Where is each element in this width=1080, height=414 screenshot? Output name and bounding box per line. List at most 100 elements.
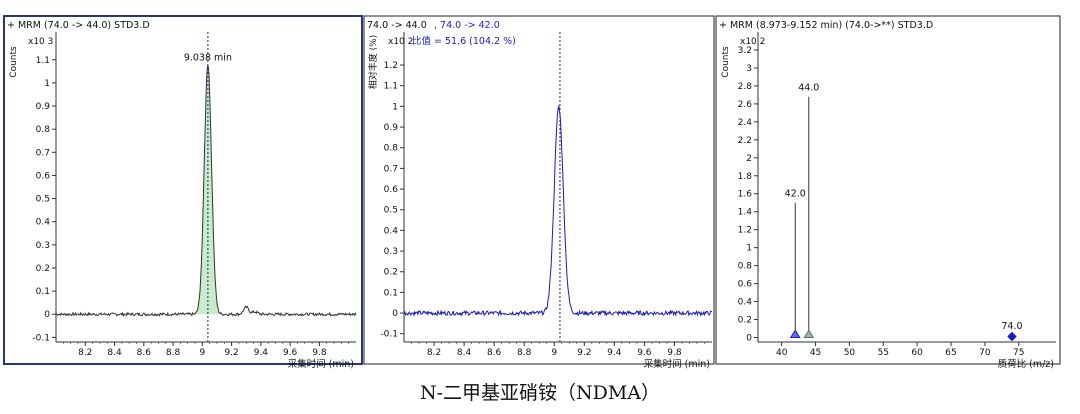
y-tick-label: 0 bbox=[392, 309, 398, 319]
y-tick-label: 1.8 bbox=[738, 172, 753, 182]
y-tick-label: 0.6 bbox=[36, 171, 51, 181]
y-tick-label: 0.3 bbox=[384, 247, 398, 257]
x-tick-label: 45 bbox=[810, 348, 821, 358]
y-tick-label: 0 bbox=[746, 334, 752, 344]
y-tick-label: 0.9 bbox=[36, 102, 51, 112]
y-multiplier: x10 3 bbox=[28, 37, 53, 47]
y-tick-label: 0.7 bbox=[36, 148, 50, 158]
y-tick-label: 0.3 bbox=[36, 241, 50, 251]
y-tick-label: 0.4 bbox=[384, 226, 399, 236]
bar-label: 42.0 bbox=[785, 189, 806, 200]
ion-triangle-marker bbox=[803, 329, 815, 339]
x-tick-label: 50 bbox=[844, 348, 856, 358]
y-tick-label: -0.1 bbox=[380, 330, 398, 340]
x-tick-label: 8.6 bbox=[487, 348, 502, 358]
y-tick-label: 0.1 bbox=[36, 287, 50, 297]
y-tick-label: 3 bbox=[746, 64, 752, 74]
y-tick-label: 0.9 bbox=[384, 123, 399, 133]
y-tick-label: 0.8 bbox=[384, 144, 399, 154]
y-tick-label: 0.5 bbox=[384, 206, 398, 216]
bar-label: 74.0 bbox=[1001, 321, 1022, 332]
y-tick-label: 0.7 bbox=[384, 164, 398, 174]
y-tick-label: 2.2 bbox=[738, 136, 752, 146]
x-axis-label: 质荷比 (m/z) bbox=[998, 358, 1054, 370]
x-tick-label: 8.4 bbox=[457, 348, 472, 358]
y-tick-label: 3.2 bbox=[738, 46, 752, 56]
y-tick-label: 0.2 bbox=[738, 316, 752, 326]
x-tick-label: 9 bbox=[199, 348, 205, 358]
chromatogram-trace bbox=[403, 105, 713, 317]
chromatogram-trace bbox=[55, 65, 357, 317]
panel-frame bbox=[715, 15, 1061, 365]
x-tick-label: 9.8 bbox=[667, 348, 682, 358]
y-tick-label: 2.4 bbox=[738, 118, 753, 128]
x-tick-label: 55 bbox=[878, 348, 889, 358]
x-tick-label: 8.8 bbox=[517, 348, 532, 358]
panel-header-primary: 74.0 -> 44.0 bbox=[367, 20, 427, 31]
y-tick-label: 2.6 bbox=[738, 100, 753, 110]
x-tick-label: 9.6 bbox=[637, 348, 652, 358]
bar-label: 44.0 bbox=[798, 83, 819, 94]
x-tick-label: 9.2 bbox=[224, 348, 238, 358]
y-multiplier: x10 2 bbox=[388, 37, 413, 47]
figure-caption: N-二甲基亚硝铵（NDMA） bbox=[419, 382, 661, 404]
x-tick-label: 65 bbox=[945, 348, 956, 358]
x-tick-label: 8.4 bbox=[107, 348, 122, 358]
y-tick-label: -0.1 bbox=[32, 333, 50, 343]
y-tick-label: 0.4 bbox=[738, 298, 753, 308]
x-tick-label: 9.2 bbox=[577, 348, 591, 358]
x-tick-label: 8.2 bbox=[427, 348, 441, 358]
peak-label: 9.038 min bbox=[184, 52, 232, 63]
x-tick-label: 9.4 bbox=[607, 348, 622, 358]
y-axis-label: Counts bbox=[9, 46, 19, 78]
x-axis-label: 采集时间 (min) bbox=[288, 358, 354, 370]
y-axis-label: 相对丰度 (%) bbox=[367, 35, 379, 89]
x-tick-label: 9.6 bbox=[283, 348, 298, 358]
x-tick-label: 75 bbox=[1013, 348, 1024, 358]
y-tick-label: 1.6 bbox=[738, 190, 753, 200]
y-tick-label: 1.1 bbox=[36, 56, 50, 66]
y-tick-label: 2.8 bbox=[738, 82, 753, 92]
x-tick-label: 8.8 bbox=[166, 348, 181, 358]
chromatogram-panel: + MRM (74.0 -> 44.0) STD3.D Counts x10 3 -0… bbox=[3, 15, 363, 370]
mass-spectrum-panel: + MRM (8.973-9.152 min) (74.0->**) STD3.… bbox=[715, 15, 1061, 370]
precursor-diamond-marker bbox=[1007, 331, 1017, 342]
y-tick-label: 1.1 bbox=[384, 82, 398, 92]
y-tick-label: 0.2 bbox=[36, 264, 50, 274]
x-tick-label: 9.8 bbox=[312, 348, 327, 358]
x-tick-label: 8.2 bbox=[78, 348, 92, 358]
y-tick-label: 1.4 bbox=[738, 208, 753, 218]
panel-header: + MRM (74.0 -> 44.0) STD3.D bbox=[7, 20, 150, 31]
y-tick-label: 0.1 bbox=[384, 288, 398, 298]
x-tick-label: 40 bbox=[776, 348, 788, 358]
y-tick-label: 1.2 bbox=[738, 226, 752, 236]
panel-frame bbox=[363, 15, 715, 365]
ratio-annotation: 比值 = 51.6 (104.2 %) bbox=[412, 35, 516, 47]
y-tick-label: 1 bbox=[746, 244, 752, 254]
y-axis-label: Counts bbox=[721, 46, 731, 78]
y-tick-label: 0.4 bbox=[36, 218, 51, 228]
panel-header-qualifier: , 74.0 -> 42.0 bbox=[434, 20, 500, 31]
y-tick-label: 2 bbox=[746, 154, 752, 164]
x-axis-label: 采集时间 (min) bbox=[644, 358, 710, 370]
y-tick-label: 0.6 bbox=[738, 280, 753, 290]
ion-triangle-marker bbox=[789, 329, 801, 339]
y-tick-label: 0.5 bbox=[36, 195, 50, 205]
x-tick-label: 70 bbox=[979, 348, 991, 358]
x-tick-label: 8.6 bbox=[137, 348, 152, 358]
y-multiplier: x10 2 bbox=[740, 37, 765, 47]
qualifier-ratio-panel: 74.0 -> 44.0 , 74.0 -> 42.0 相对丰度 (%) x10 2 -… bbox=[363, 15, 715, 370]
x-tick-label: 9 bbox=[551, 348, 557, 358]
y-tick-label: 1 bbox=[44, 79, 50, 89]
y-tick-label: 1 bbox=[392, 102, 398, 112]
panel-header: + MRM (8.973-9.152 min) (74.0->**) STD3.… bbox=[719, 20, 933, 31]
y-tick-label: 1.2 bbox=[384, 61, 398, 71]
y-tick-label: 0.8 bbox=[36, 125, 51, 135]
y-tick-label: 0.6 bbox=[384, 185, 399, 195]
y-tick-label: 0 bbox=[44, 310, 50, 320]
panel-frame bbox=[3, 15, 363, 365]
x-tick-label: 60 bbox=[911, 348, 923, 358]
x-tick-label: 9.4 bbox=[254, 348, 269, 358]
y-tick-label: 0.8 bbox=[738, 262, 753, 272]
